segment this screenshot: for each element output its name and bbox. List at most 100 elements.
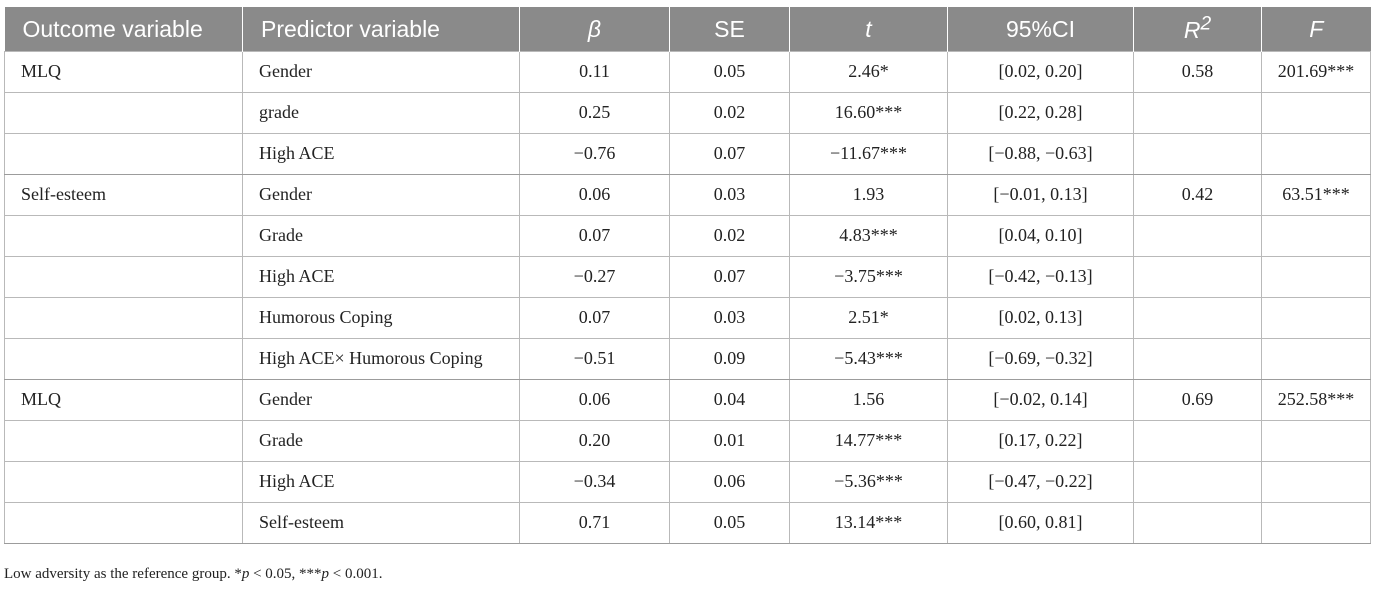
se-cell: 0.04: [669, 379, 790, 421]
outcome-cell: [4, 338, 243, 380]
ci-cell: [−0.02, 0.14]: [947, 379, 1134, 421]
beta-cell: 0.06: [519, 379, 670, 421]
f-cell: [1261, 256, 1371, 298]
t-cell: 13.14***: [789, 502, 948, 544]
ci-cell: [−0.47, −0.22]: [947, 461, 1134, 503]
regression-table: Outcome variable Predictor variable β SE…: [4, 7, 1371, 544]
predictor-cell: Gender: [242, 51, 520, 93]
table-row: Grade 0.07 0.02 4.83*** [0.04, 0.10]: [4, 215, 1371, 257]
table-header-row: Outcome variable Predictor variable β SE…: [4, 7, 1371, 52]
table-row: Self-esteem Gender 0.06 0.03 1.93 [−0.01, 0.1…: [4, 174, 1371, 216]
predictor-cell: Grade: [242, 420, 520, 462]
r-squared-cell: [1133, 502, 1262, 544]
ci-cell: [−0.88, −0.63]: [947, 133, 1134, 175]
outcome-cell: [4, 92, 243, 134]
outcome-cell: MLQ: [4, 379, 243, 421]
t-cell: −3.75***: [789, 256, 948, 298]
ci-cell: [0.02, 0.20]: [947, 51, 1134, 93]
beta-cell: 0.11: [519, 51, 670, 93]
f-cell: [1261, 215, 1371, 257]
predictor-cell: High ACE: [242, 133, 520, 175]
ci-cell: [0.02, 0.13]: [947, 297, 1134, 339]
t-cell: 14.77***: [789, 420, 948, 462]
f-cell: [1261, 92, 1371, 134]
r-squared-cell: [1133, 215, 1262, 257]
se-cell: 0.03: [669, 174, 790, 216]
predictor-cell: Humorous Coping: [242, 297, 520, 339]
ci-cell: [−0.42, −0.13]: [947, 256, 1134, 298]
header-f: F: [1261, 7, 1371, 52]
predictor-cell: High ACE× Humorous Coping: [242, 338, 520, 380]
r-squared-cell: 0.42: [1133, 174, 1262, 216]
predictor-cell: High ACE: [242, 461, 520, 503]
se-cell: 0.09: [669, 338, 790, 380]
r-squared-cell: [1133, 133, 1262, 175]
table-row: Humorous Coping 0.07 0.03 2.51* [0.02, 0.13]: [4, 297, 1371, 339]
predictor-cell: Self-esteem: [242, 502, 520, 544]
f-cell: [1261, 420, 1371, 462]
table-row: Grade 0.20 0.01 14.77*** [0.17, 0.22]: [4, 420, 1371, 462]
outcome-cell: [4, 256, 243, 298]
t-cell: −11.67***: [789, 133, 948, 175]
footnote-tail: < 0.001.: [329, 566, 383, 582]
beta-cell: 0.06: [519, 174, 670, 216]
t-cell: 1.56: [789, 379, 948, 421]
beta-cell: −0.51: [519, 338, 670, 380]
f-cell: 63.51***: [1261, 174, 1371, 216]
ci-cell: [0.17, 0.22]: [947, 420, 1134, 462]
t-cell: 4.83***: [789, 215, 948, 257]
t-cell: 2.51*: [789, 297, 948, 339]
footnote-mid: < 0.05, ***: [249, 566, 322, 582]
beta-cell: 0.07: [519, 215, 670, 257]
footnote-p2: p: [321, 566, 330, 582]
f-cell: 252.58***: [1261, 379, 1371, 421]
header-outcome-variable: Outcome variable: [4, 7, 243, 52]
f-cell: [1261, 338, 1371, 380]
r-squared-cell: [1133, 420, 1262, 462]
header-ci: 95%CI: [947, 7, 1134, 52]
ci-cell: [−0.69, −0.32]: [947, 338, 1134, 380]
predictor-cell: Grade: [242, 215, 520, 257]
f-cell: [1261, 502, 1371, 544]
table-body: MLQ Gender 0.11 0.05 2.46* [0.02, 0.20] 0.58 20…: [4, 51, 1371, 544]
outcome-cell: MLQ: [4, 51, 243, 93]
r-squared-cell: [1133, 256, 1262, 298]
predictor-cell: Gender: [242, 174, 520, 216]
beta-cell: 0.71: [519, 502, 670, 544]
predictor-cell: grade: [242, 92, 520, 134]
beta-cell: −0.76: [519, 133, 670, 175]
header-beta: β: [519, 7, 670, 52]
outcome-cell: [4, 461, 243, 503]
t-cell: −5.43***: [789, 338, 948, 380]
table-row: MLQ Gender 0.11 0.05 2.46* [0.02, 0.20] 0.58 20…: [4, 51, 1371, 93]
f-cell: [1261, 461, 1371, 503]
regression-table-container: Outcome variable Predictor variable β SE…: [4, 7, 1371, 544]
beta-cell: 0.07: [519, 297, 670, 339]
outcome-cell: [4, 297, 243, 339]
ci-cell: [0.60, 0.81]: [947, 502, 1134, 544]
f-cell: [1261, 297, 1371, 339]
beta-cell: 0.20: [519, 420, 670, 462]
outcome-cell: Self-esteem: [4, 174, 243, 216]
outcome-cell: [4, 215, 243, 257]
r-squared-cell: [1133, 338, 1262, 380]
se-cell: 0.06: [669, 461, 790, 503]
ci-cell: [0.04, 0.10]: [947, 215, 1134, 257]
table-row: grade 0.25 0.02 16.60*** [0.22, 0.28]: [4, 92, 1371, 134]
t-cell: −5.36***: [789, 461, 948, 503]
se-cell: 0.02: [669, 215, 790, 257]
header-t: t: [789, 7, 948, 52]
beta-cell: −0.27: [519, 256, 670, 298]
r-squared-cell: [1133, 461, 1262, 503]
f-cell: [1261, 133, 1371, 175]
predictor-cell: Gender: [242, 379, 520, 421]
header-predictor-variable: Predictor variable: [242, 7, 520, 52]
r-squared-cell: [1133, 92, 1262, 134]
table-row: MLQ Gender 0.06 0.04 1.56 [−0.02, 0.14] 0.69 25…: [4, 379, 1371, 421]
se-cell: 0.07: [669, 256, 790, 298]
se-cell: 0.01: [669, 420, 790, 462]
outcome-cell: [4, 133, 243, 175]
t-cell: 1.93: [789, 174, 948, 216]
beta-cell: 0.25: [519, 92, 670, 134]
beta-cell: −0.34: [519, 461, 670, 503]
